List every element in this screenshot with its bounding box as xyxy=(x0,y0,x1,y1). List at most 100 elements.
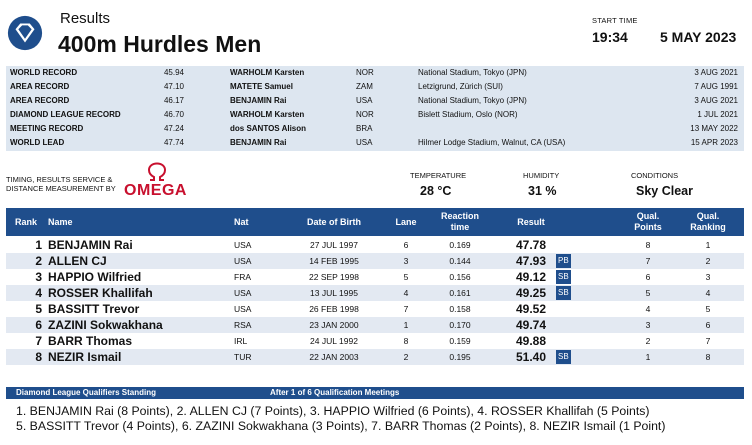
record-date: 15 APR 2023 xyxy=(690,138,738,147)
reaction-cell: 0.159 xyxy=(449,336,471,346)
col-nat: Nat xyxy=(234,217,249,227)
lane-cell: 5 xyxy=(403,272,409,282)
athlete-name: NEZIR Ismail xyxy=(48,350,122,364)
col-qual-ranking-2: Ranking xyxy=(690,222,726,232)
lane-cell: 3 xyxy=(403,256,409,266)
record-nat: NOR xyxy=(356,110,374,119)
record-mark: 45.94 xyxy=(163,68,184,77)
col-reaction: Reaction xyxy=(440,211,479,221)
record-athlete: WARHOLM Karsten xyxy=(230,110,305,119)
table-row: 7 BARR Thomas IRL 24 JUL 1992 8 0.159 49… xyxy=(6,333,744,349)
sb-badge: SB xyxy=(556,350,571,364)
record-venue: Bislett Stadium, Oslo (NOR) xyxy=(418,110,518,119)
table-row: 1 BENJAMIN Rai USA 27 JUL 1997 6 0.169 4… xyxy=(6,237,744,253)
dob-cell: 22 SEP 1998 xyxy=(309,272,359,282)
reaction-cell: 0.195 xyxy=(449,352,471,362)
result-cell: 49.74 xyxy=(515,318,547,332)
ranking-cell: 3 xyxy=(705,272,711,282)
col-lane: Lane xyxy=(395,217,417,227)
result-cell: 49.25 xyxy=(515,286,547,300)
result-cell: 47.93 xyxy=(515,254,547,268)
rank-cell: 3 xyxy=(35,270,42,284)
dob-cell: 14 FEB 1995 xyxy=(309,256,359,266)
points-cell: 4 xyxy=(645,304,651,314)
record-row: WORLD LEAD 47.74 BENJAMIN Rai USA Hilmer… xyxy=(6,136,744,150)
lane-cell: 8 xyxy=(403,336,409,346)
temperature-label: TEMPERATURE xyxy=(410,171,467,180)
rank-cell: 1 xyxy=(35,238,42,252)
results-header: Rank Name Nat Date of Birth Lane Reactio… xyxy=(6,208,744,236)
humidity-value: 31 % xyxy=(528,184,557,198)
start-time: 19:34 xyxy=(592,29,628,45)
col-qual-points: Qual. xyxy=(636,211,660,221)
col-reaction-time: time xyxy=(450,222,470,232)
ranking-cell: 7 xyxy=(705,336,711,346)
record-date: 3 AUG 2021 xyxy=(694,96,738,105)
dob-cell: 24 JUL 1992 xyxy=(310,336,358,346)
rank-cell: 8 xyxy=(35,350,42,364)
nat-cell: TUR xyxy=(234,352,252,362)
omega-logo: OMEGA xyxy=(124,182,187,199)
reaction-cell: 0.156 xyxy=(449,272,471,282)
points-cell: 1 xyxy=(645,352,651,362)
standing-subtitle: After 1 of 6 Qualification Meetings xyxy=(270,388,400,397)
nat-cell: USA xyxy=(234,304,252,314)
nat-cell: USA xyxy=(234,256,252,266)
record-label: WORLD LEAD xyxy=(10,138,65,147)
col-result: Result xyxy=(517,217,545,227)
athlete-name: ROSSER Khallifah xyxy=(48,286,153,300)
record-row: AREA RECORD 47.10 MATETE Samuel ZAM Letz… xyxy=(6,80,744,94)
col-name: Name xyxy=(48,217,73,227)
sb-badge: SB xyxy=(556,270,571,284)
reaction-cell: 0.158 xyxy=(449,304,471,314)
rank-cell: 2 xyxy=(35,254,42,268)
table-row: 8 NEZIR Ismail TUR 22 JAN 2003 2 0.195 5… xyxy=(6,349,744,365)
result-cell: 49.12 xyxy=(515,270,547,284)
nat-cell: IRL xyxy=(234,336,248,346)
lane-cell: 4 xyxy=(403,288,409,298)
diamond-league-logo xyxy=(7,15,43,51)
record-athlete: BENJAMIN Rai xyxy=(230,138,287,147)
points-cell: 6 xyxy=(645,272,651,282)
reaction-cell: 0.169 xyxy=(449,240,471,250)
record-nat: USA xyxy=(356,96,373,105)
athlete-name: BENJAMIN Rai xyxy=(48,238,133,252)
sb-badge: SB xyxy=(556,286,571,300)
points-cell: 7 xyxy=(645,256,651,266)
result-cell: 47.78 xyxy=(515,238,547,252)
record-nat: ZAM xyxy=(356,82,373,91)
points-cell: 5 xyxy=(645,288,651,298)
record-date: 3 AUG 2021 xyxy=(694,68,738,77)
nat-cell: USA xyxy=(234,240,252,250)
athlete-name: HAPPIO Wilfried xyxy=(48,270,142,284)
start-time-label: START TIME xyxy=(592,16,638,25)
reaction-cell: 0.161 xyxy=(449,288,471,298)
table-row: 6 ZAZINI Sokwakhana RSA 23 JAN 2000 1 0.… xyxy=(6,317,744,333)
standing-line-1: 1. BENJAMIN Rai (8 Points), 2. ALLEN CJ … xyxy=(16,404,650,418)
conditions-label: CONDITIONS xyxy=(631,171,679,180)
table-row: 3 HAPPIO Wilfried FRA 22 SEP 1998 5 0.15… xyxy=(6,269,744,285)
humidity-label: HUMIDITY xyxy=(523,171,560,180)
nat-cell: RSA xyxy=(234,320,252,330)
record-label: AREA RECORD xyxy=(10,82,70,91)
timing-credit: TIMING, RESULTS SERVICE & DISTANCE MEASU… xyxy=(6,175,116,193)
rank-cell: 6 xyxy=(35,318,42,332)
pb-badge: PB xyxy=(556,254,571,268)
col-qual-ranking: Qual. xyxy=(696,211,720,221)
temperature-value: 28 °C xyxy=(420,184,452,198)
lane-cell: 2 xyxy=(403,352,409,362)
result-cell: 49.52 xyxy=(515,302,547,316)
standing-line-2: 5. BASSITT Trevor (4 Points), 6. ZAZINI … xyxy=(16,419,666,433)
result-cell: 51.40 xyxy=(515,350,547,364)
record-mark: 46.17 xyxy=(163,96,184,105)
record-date: 1 JUL 2021 xyxy=(697,110,738,119)
record-label: MEETING RECORD xyxy=(10,124,84,133)
athlete-name: BASSITT Trevor xyxy=(48,302,140,316)
points-cell: 8 xyxy=(645,240,651,250)
record-row: MEETING RECORD 47.24 dos SANTOS Alison B… xyxy=(6,122,744,136)
lane-cell: 7 xyxy=(403,304,409,314)
timing-line-2: DISTANCE MEASUREMENT BY xyxy=(6,184,116,193)
col-dob: Date of Birth xyxy=(307,217,361,227)
record-row: AREA RECORD 46.17 BENJAMIN Rai USA Natio… xyxy=(6,94,744,108)
points-cell: 2 xyxy=(645,336,651,346)
